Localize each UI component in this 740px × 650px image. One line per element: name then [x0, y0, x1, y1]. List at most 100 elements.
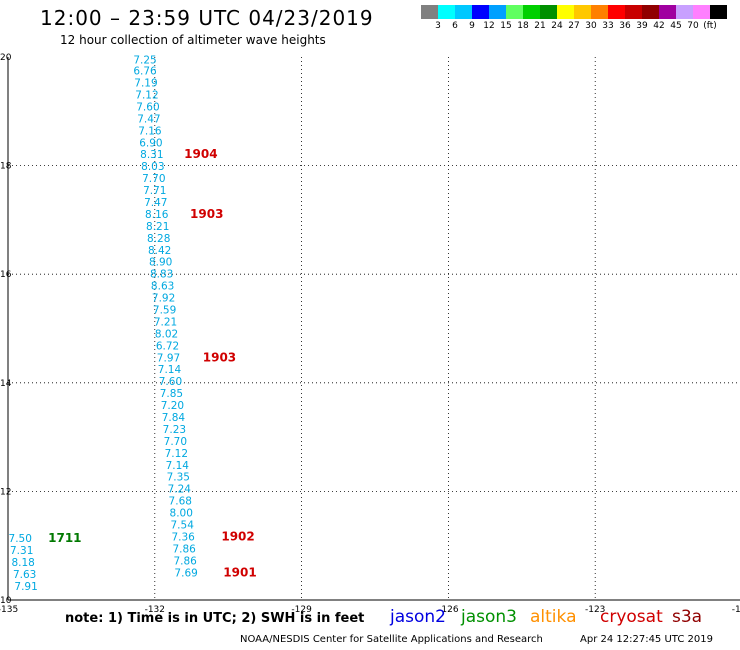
wave-height-value: 7.86: [173, 555, 197, 567]
wave-height-value: 7.69: [174, 567, 197, 579]
legend-swatch: [591, 5, 608, 19]
satellite-s3a: s3a: [672, 607, 703, 627]
wave-height-value: 8.21: [146, 221, 169, 233]
units-note: note: 1) Time is in UTC; 2) SWH is in fe…: [65, 611, 365, 626]
pass-time-label: 1903: [190, 207, 223, 221]
wave-height-value: 7.70: [164, 436, 187, 448]
wave-height-value: 7.97: [157, 352, 180, 364]
wave-height-value: 6.76: [133, 66, 157, 78]
legend-label: (ft): [703, 21, 717, 31]
satellite-altika: altika: [530, 607, 577, 627]
x-tick-label: -132: [145, 605, 165, 615]
legend-label: 15: [500, 21, 512, 31]
pass-time-label: 1904: [184, 147, 217, 161]
wave-height-value: 6.90: [139, 137, 162, 149]
wave-height-value: 8.83: [150, 269, 173, 281]
legend-swatch: [472, 5, 489, 19]
legend-swatch: [523, 5, 540, 19]
y-tick-label: 20: [0, 53, 12, 63]
x-tick-label: -129: [291, 605, 312, 615]
satellite-jason3: jason3: [461, 607, 517, 627]
color-legend: 3 6 9 12 15 18 21 24 27 30 33 36 39 42 45 70 (ft): [421, 5, 727, 31]
wave-height-value: 7.54: [171, 520, 195, 532]
wave-height-value: 7.16: [138, 125, 162, 137]
wave-height-value: 7.23: [163, 424, 186, 436]
wave-height-value: 7.25: [133, 55, 156, 67]
legend-swatch: [489, 5, 506, 19]
wave-height-value: 8.16: [145, 209, 169, 221]
wave-height-value: 7.36: [171, 531, 195, 543]
wave-height-value: 8.18: [11, 557, 34, 569]
pass-time-label: 1711: [48, 531, 81, 545]
wave-height-value: 7.68: [169, 496, 192, 508]
y-tick-label: 12: [0, 487, 11, 497]
wave-height-value: 8.90: [149, 257, 172, 269]
wave-height-value: 7.12: [165, 448, 188, 460]
wave-height-value: 7.20: [161, 400, 184, 412]
footer-timestamp: Apr 24 12:27:45 UTC 2019: [580, 634, 713, 645]
satellite-jason2: jason2: [390, 607, 446, 627]
footer-credit: NOAA/NESDIS Center for Satellite Applica…: [240, 634, 543, 645]
legend-label: 30: [585, 21, 597, 31]
wave-height-value: 7.14: [158, 364, 182, 376]
legend-label: 21: [534, 21, 546, 31]
wave-height-value: 7.35: [167, 472, 190, 484]
wave-height-value: 8.00: [170, 508, 193, 520]
legend-swatch: [625, 5, 642, 19]
legend-swatch: [642, 5, 659, 19]
wave-height-value: 7.50: [9, 533, 32, 545]
wave-height-value: 7.60: [159, 376, 182, 388]
legend-swatch: [659, 5, 676, 19]
page-subtitle: 12 hour collection of altimeter wave hei…: [60, 33, 326, 47]
x-tick-label: -135: [0, 605, 18, 615]
legend-swatch: [574, 5, 591, 19]
wave-height-value: 7.70: [142, 173, 165, 185]
legend-label: 6: [452, 21, 458, 31]
legend-swatch: [693, 5, 710, 19]
wave-height-value: 7.47: [137, 113, 160, 125]
wave-height-value: 7.47: [144, 197, 167, 209]
legend-label: 70: [687, 21, 699, 31]
y-tick-label: 14: [0, 379, 12, 389]
wave-height-value: 8.42: [148, 245, 171, 257]
legend-swatch: [438, 5, 455, 19]
wave-height-value: 8.31: [140, 149, 163, 161]
legend-label: 18: [517, 21, 529, 31]
legend-swatch: [710, 5, 727, 19]
legend-swatch: [676, 5, 693, 19]
legend-swatch: [557, 5, 574, 19]
wave-height-value: 7.59: [153, 304, 176, 316]
wave-height-value: 7.21: [154, 316, 177, 328]
legend-label: 12: [483, 21, 495, 31]
legend-label: 36: [619, 21, 631, 31]
wave-height-value: 8.02: [155, 328, 178, 340]
wave-height-value: 7.24: [168, 484, 192, 496]
x-tick-label: -126: [438, 605, 459, 615]
legend-label: 42: [653, 21, 665, 31]
wave-height-value: 7.19: [134, 78, 157, 90]
legend-swatch: [608, 5, 625, 19]
y-tick-label: 18: [0, 162, 12, 172]
wave-height-value: 7.71: [143, 185, 166, 197]
wave-height-value: 7.86: [172, 543, 196, 555]
wave-height-value: 7.84: [162, 412, 186, 424]
legend-swatches: [421, 5, 727, 19]
legend-label: 9: [469, 21, 475, 31]
legend-swatch: [540, 5, 557, 19]
legend-labels: 3 6 9 12 15 18 21 24 27 30 33 36 39 42 45 70 (ft): [421, 19, 727, 31]
wave-height-map: -135 -132 -129 -126 -123 -120 20 18 16 14 12 10 7.25…: [0, 53, 740, 615]
wave-height-value: 7.92: [152, 293, 175, 305]
pass-time-label: 1901: [223, 565, 256, 579]
wave-height-value: 8.28: [147, 233, 170, 245]
satellite-cryosat: cryosat: [600, 607, 663, 627]
wave-height-value: 7.91: [14, 581, 37, 593]
legend-label: 39: [636, 21, 648, 31]
legend-swatch: [421, 5, 438, 19]
wave-height-value: 8.63: [151, 281, 174, 293]
x-tick-label: -120: [732, 605, 740, 615]
wave-height-value: 7.14: [166, 460, 190, 472]
legend-swatch: [455, 5, 472, 19]
page-title: 12:00 – 23:59 UTC 04/23/2019: [40, 6, 374, 30]
wave-height-value: 7.60: [136, 101, 159, 113]
pass-time-label: 1902: [221, 529, 254, 543]
